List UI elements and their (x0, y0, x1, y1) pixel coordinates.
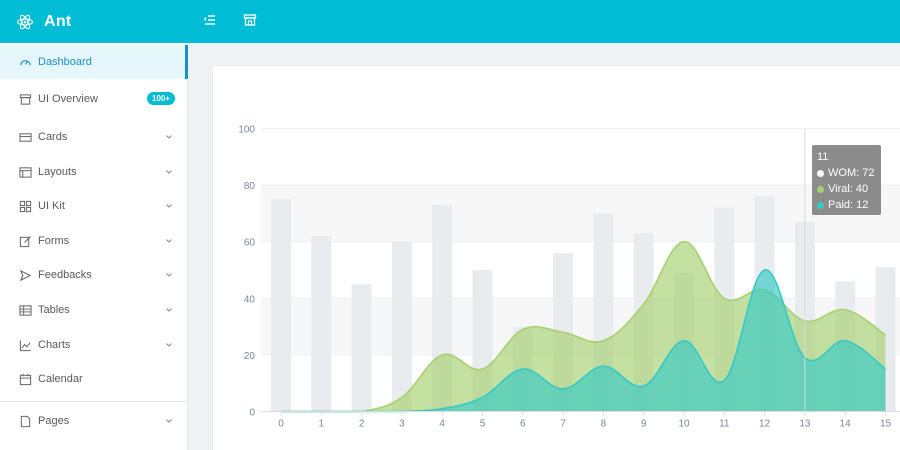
sidebar-item-label: UI Kit (38, 200, 65, 212)
sidebar: Dashboard UI Overview 100+ Cards Layouts… (0, 43, 188, 450)
sidebar-item-charts[interactable]: Charts (0, 328, 187, 362)
wom-bar[interactable] (271, 199, 291, 412)
sidebar-item-label: Tables (38, 304, 70, 316)
legend-dot (817, 185, 824, 193)
sidebar-item-label: UI Overview (38, 93, 98, 105)
react-atom-icon (16, 14, 34, 29)
x-tick-label: 14 (840, 419, 852, 430)
x-tick-label: 15 (880, 419, 892, 430)
sidebar-item-label: Forms (38, 235, 70, 247)
wom-bar[interactable] (351, 284, 372, 412)
chevron-down-icon (166, 419, 172, 423)
wom-bar[interactable] (391, 241, 412, 412)
paid-area (281, 269, 886, 412)
chevron-down-icon (166, 343, 172, 347)
sidebar-item-feedbacks[interactable]: Feedbacks (0, 258, 187, 292)
chart-tooltip: 11 WOM: 72 Viral: 40 Paid: 12 (812, 145, 881, 215)
shop-icon[interactable] (242, 12, 258, 28)
dashboard-icon (20, 59, 31, 65)
tooltip-title: 11 (817, 151, 829, 163)
x-tick-label: 8 (601, 419, 607, 430)
feedback-icon (19, 269, 32, 281)
y-tick-label: 100 (238, 125, 255, 136)
x-tick-label: 11 (719, 419, 730, 430)
x-tick-label: 6 (520, 419, 526, 430)
x-tick-label: 9 (641, 419, 647, 430)
sidebar-item-label: Charts (38, 339, 71, 351)
count-badge: 100+ (147, 92, 176, 105)
x-tick-label: 10 (678, 419, 690, 430)
tooltip-label: Paid: 12 (828, 199, 869, 211)
credit-card-icon (19, 132, 32, 142)
sidebar-item-ui-overview[interactable]: UI Overview 100+ (0, 82, 187, 116)
sidebar-item-label: Calendar (38, 373, 83, 385)
sidebar-item-ui-kit[interactable]: UI Kit (0, 189, 187, 223)
sidebar-item-dashboard[interactable]: Dashboard (0, 45, 188, 79)
sidebar-item-calendar[interactable]: Calendar (0, 362, 187, 396)
y-tick-label: 0 (249, 408, 255, 419)
menu-divider (0, 401, 187, 402)
x-tick-label: 2 (359, 419, 365, 430)
tooltip-label: WOM: 72 (828, 167, 875, 179)
shop-icon (19, 93, 32, 105)
x-tick-label: 13 (799, 419, 811, 430)
sidebar-item-label: Pages (38, 415, 70, 427)
sidebar-item-cards[interactable]: Cards (0, 120, 187, 154)
sidebar-item-label: Feedbacks (38, 269, 92, 281)
x-tick-label: 7 (560, 419, 566, 430)
chevron-down-icon (166, 170, 172, 174)
legend-dot (817, 201, 824, 209)
x-tick-label: 4 (439, 419, 445, 430)
x-tick-label: 3 (399, 419, 405, 430)
y-tick-label: 80 (244, 181, 256, 192)
y-tick-label: 40 (244, 294, 256, 305)
grid-band (261, 185, 900, 242)
tooltip-row-paid: Paid: 12 (817, 197, 876, 213)
chart-card: 0 20 40 60 80 100 0 1 2 3 4 5 6 7 8 9 10 11 12 13 14 15 (212, 65, 900, 450)
table-icon (19, 304, 32, 316)
chevron-down-icon (166, 135, 172, 139)
x-tick-label: 0 (278, 419, 284, 430)
calendar-icon (19, 373, 32, 385)
sidebar-item-layouts[interactable]: Layouts (0, 155, 187, 189)
appstore-icon (19, 200, 32, 212)
x-tick-label: 12 (759, 419, 771, 430)
y-tick-label: 60 (244, 238, 256, 249)
legend-dot (817, 169, 824, 177)
chevron-down-icon (166, 204, 172, 208)
x-tick-label: 1 (319, 419, 325, 430)
sidebar-item-label: Cards (38, 131, 68, 143)
chevron-down-icon (166, 239, 172, 243)
layout-icon (19, 166, 32, 178)
y-tick-label: 20 (244, 351, 256, 362)
brand[interactable]: Ant (16, 0, 72, 43)
menu-fold-icon[interactable] (202, 12, 218, 28)
line-chart-icon (19, 339, 31, 351)
sidebar-item-tables[interactable]: Tables (0, 293, 187, 327)
form-icon (19, 235, 32, 247)
tooltip-label: Viral: 40 (828, 183, 869, 195)
app-title: Ant (44, 12, 72, 30)
x-tick-label: 5 (480, 419, 486, 430)
chevron-down-icon (166, 273, 172, 277)
tooltip-row-viral: Viral: 40 (817, 181, 876, 197)
chevron-down-icon (166, 308, 172, 312)
tooltip-row-wom: WOM: 72 (817, 165, 876, 181)
top-header: Ant (0, 0, 900, 43)
sidebar-item-label: Layouts (38, 166, 77, 178)
file-icon (20, 415, 31, 427)
sidebar-item-label: Dashboard (38, 56, 92, 68)
sidebar-item-forms[interactable]: Forms (0, 224, 187, 258)
wom-bar[interactable] (311, 236, 332, 412)
sidebar-item-pages[interactable]: Pages (0, 404, 187, 438)
